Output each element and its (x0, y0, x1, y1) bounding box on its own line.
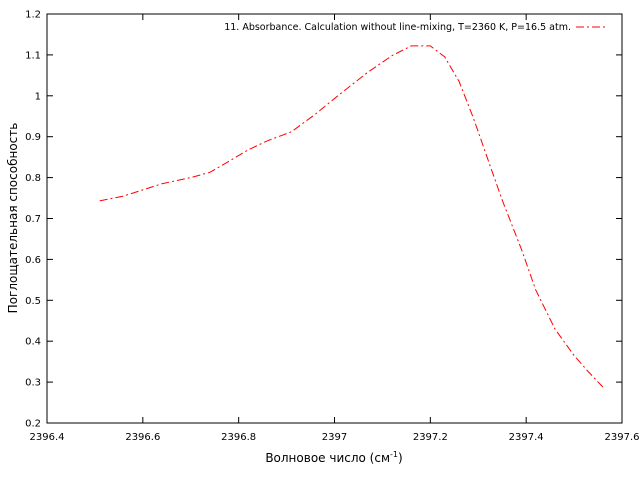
y-tick-label: 0.4 (25, 337, 41, 348)
y-axis-title: Поглощательная способность (6, 123, 20, 314)
series-layer (99, 45, 604, 388)
plot-frame (46, 13, 623, 424)
y-tick-label: 0.8 (25, 173, 41, 184)
axis-ticks (46, 13, 623, 424)
x-tick-label: 2397.2 (413, 432, 448, 443)
x-axis-title: Волновое число (см-1) (265, 450, 402, 465)
x-tick-label: 2396.6 (125, 432, 160, 443)
legend-entry-label: 11. Absorbance. Calculation without line… (224, 22, 571, 33)
y-tick-label: 0.9 (25, 132, 41, 143)
x-tick-label: 2397 (322, 432, 347, 443)
x-tick-label: 2397.4 (509, 432, 544, 443)
x-tick-label: 2396.4 (30, 432, 65, 443)
y-tick-label: 0.2 (25, 419, 41, 430)
x-tick-label: 2396.8 (221, 432, 256, 443)
x-tick-label: 2397.6 (605, 432, 640, 443)
axis-tick-labels: 2396.4 2396.6 2396.8 2397 2397.2 2397.4 2397.6… (25, 10, 639, 444)
y-tick-label: 1.2 (25, 10, 41, 21)
series-line (99, 45, 604, 388)
y-tick-label: 0.5 (25, 296, 41, 307)
y-tick-label: 1 (35, 91, 41, 102)
y-tick-label: 1.1 (25, 50, 41, 61)
legend: 11. Absorbance. Calculation without line… (224, 22, 607, 33)
y-tick-label: 0.7 (25, 214, 41, 225)
y-tick-label: 0.3 (25, 378, 41, 389)
y-tick-label: 0.6 (25, 255, 41, 266)
